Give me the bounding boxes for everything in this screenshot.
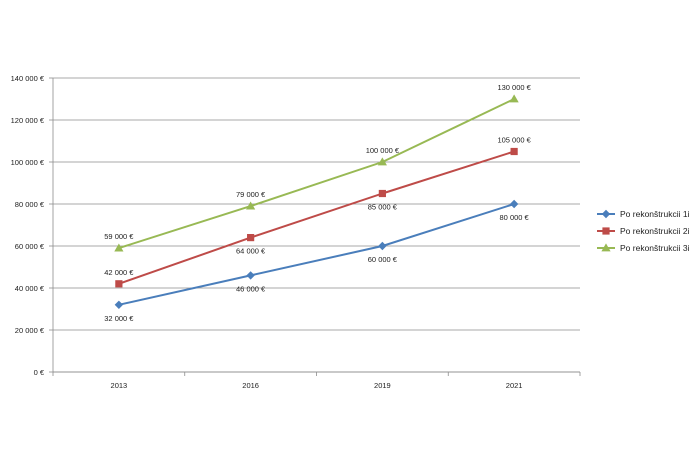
data-point [509,199,519,209]
data-label: 60 000 € [368,255,398,264]
x-tick-label: 2021 [506,381,523,390]
data-point [247,234,255,242]
y-tick-label: 40 000 € [15,284,45,293]
x-tick-label: 2016 [242,381,259,390]
data-label: 100 000 € [366,146,400,155]
legend-entry: Po rekonštrukcii 3i [597,243,690,253]
data-point [510,147,518,156]
legend-entry: Po rekonštrukcii 2i [597,226,690,236]
x-tick-label: 2019 [374,381,391,390]
data-point [115,280,123,288]
gridlines [53,77,580,373]
legend-marker [602,227,610,235]
legend-label: Po rekonštrukcii 3i [620,243,690,253]
series-line [118,203,515,306]
series-2: 42 000 € 64 000 € 85 000 € 105 000 € [104,136,532,288]
series-line [118,150,515,285]
data-label: 105 000 € [497,136,531,145]
data-point [378,241,387,251]
data-point [114,300,124,309]
series-group: 32 000 €46 000 €60 000 €80 000 €42 000 €… [104,83,531,323]
legend-label: Po rekonštrukcii 2i [620,226,690,236]
data-label: 79 000 € [236,190,266,199]
data-label: 46 000 € [236,284,266,293]
x-axis: 2013 2016 2019 2021 [52,371,581,390]
data-label: 64 000 € [236,247,266,256]
y-tick-label: 120 000 € [11,116,45,125]
y-tick-label: 80 000 € [15,200,45,209]
y-axis: 0 € 20 000 € 40 000 € 60 000 € 80 000 € 100 0… [11,74,54,377]
y-tick-label: 140 000 € [11,74,45,83]
y-tick-label: 100 000 € [11,158,45,167]
data-label: 32 000 € [104,314,134,323]
data-label: 130 000 € [497,83,531,92]
data-label: 80 000 € [500,213,530,222]
data-point [114,243,124,252]
y-tick-label: 60 000 € [15,242,45,251]
data-label: 42 000 € [104,268,134,277]
series-line [118,98,515,250]
data-point [378,189,386,198]
data-point [509,94,519,103]
legend-marker [601,209,611,219]
data-point [246,271,255,280]
series-1: 32 000 € 46 000 € 60 000 € 80 000 € [104,199,530,323]
data-point [377,157,387,166]
legend-entry: Po rekonštrukcii 1i [597,209,690,219]
series-3: 59 000 € 79 000 € 100 000 € 130 000 € [104,83,532,252]
legend: Po rekonštrukcii 1i Po rekonštrukcii 2i Po… [597,209,690,253]
legend-marker [601,243,611,252]
y-tick-label: 0 € [34,368,45,377]
x-tick-label: 2013 [111,381,128,390]
data-label: 85 000 € [368,203,398,212]
data-label: 59 000 € [104,232,134,241]
legend-label: Po rekonštrukcii 1i [620,209,690,219]
y-tick-label: 20 000 € [15,326,45,335]
data-point [246,201,256,210]
